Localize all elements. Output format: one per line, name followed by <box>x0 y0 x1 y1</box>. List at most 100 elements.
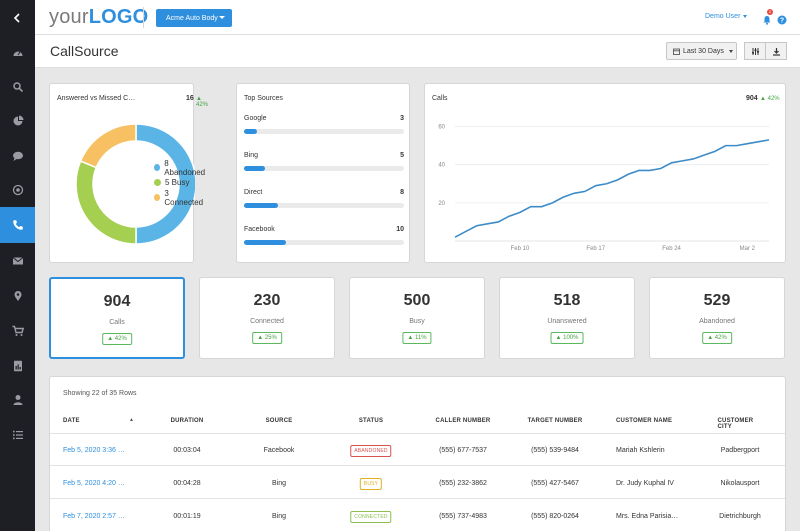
stat-tile-unanswered[interactable]: 518 Unanswered ▲ 100% <box>499 277 635 359</box>
location-pin-icon <box>14 291 21 301</box>
svg-text:?: ? <box>780 18 784 25</box>
header-divider <box>50 433 785 434</box>
target-icon <box>12 184 23 196</box>
sidebar-item-cart[interactable] <box>0 313 35 349</box>
column-header[interactable]: CALLER NUMBER <box>435 418 491 424</box>
stat-value: 529 <box>703 292 731 309</box>
mail-icon <box>12 257 23 265</box>
sidebar-item-list[interactable] <box>0 417 35 453</box>
column-header[interactable]: SOURCE <box>265 418 293 424</box>
column-header[interactable]: STATUS <box>358 418 384 424</box>
calls-line-chart: 20 40 60 Feb 10 Feb 17 Feb 24 Mar 2 <box>438 125 770 252</box>
source-bar-track <box>244 129 404 134</box>
source-item: Direct 8 <box>244 189 404 217</box>
answered-vs-missed-card: Answered vs Missed C… 16 ▲ 42% 8 Abandon… <box>49 83 208 263</box>
source-item: Bing 5 <box>244 152 404 180</box>
stat-tile-calls[interactable]: 904 Calls ▲ 42% <box>49 277 185 359</box>
filter-button[interactable] <box>744 42 766 60</box>
legend-item: 5 Busy <box>154 175 206 190</box>
sidebar-item-dashboard[interactable] <box>0 35 35 71</box>
status-badge: ABANDONED <box>350 445 392 457</box>
sidebar-item-location-pin[interactable] <box>0 278 35 314</box>
notification-badge: 2 <box>767 9 773 15</box>
stat-value: 904 <box>103 293 131 310</box>
source-item: Google 3 <box>244 115 404 143</box>
source-bar-fill <box>244 240 286 245</box>
account-dropdown[interactable]: Acme Auto Body <box>156 9 232 27</box>
calls-series-line <box>454 139 770 238</box>
card-total: 16 <box>186 95 194 102</box>
cart-icon <box>12 325 24 336</box>
stat-delta-badge: ▲ 11% <box>402 332 432 344</box>
pie-chart-icon <box>13 115 23 126</box>
column-header[interactable]: CUSTOMER CITY <box>717 418 754 430</box>
cell-name: Mrs. Edna Parisia… <box>616 513 679 520</box>
sidebar-item-user[interactable] <box>0 382 35 418</box>
divider <box>143 7 144 28</box>
status-badge: BUSY <box>359 478 383 490</box>
stat-label: Busy <box>409 318 425 325</box>
source-name: Google <box>244 115 267 122</box>
cell-date[interactable]: Feb 5, 2020 3:36 … <box>63 447 125 454</box>
notifications-button[interactable]: 2 <box>762 9 773 25</box>
sidebar-item-chevron-left[interactable] <box>0 0 35 36</box>
sidebar-item-chat[interactable] <box>0 138 35 174</box>
calls-chart-card: Calls 904 ▲ 42% 20 40 60 Feb 10 Feb 17 Feb 24… <box>424 83 786 263</box>
card-title: Calls <box>432 95 448 102</box>
sidebar-item-mail[interactable] <box>0 243 35 279</box>
page-title: CallSource <box>50 43 119 59</box>
stat-tile-abandoned[interactable]: 529 Abandoned ▲ 42% <box>649 277 785 359</box>
stat-delta-badge: ▲ 100% <box>550 332 584 344</box>
sidebar-item-pie-chart[interactable] <box>0 103 35 139</box>
sliders-icon <box>751 47 759 55</box>
cell-date[interactable]: Feb 7, 2020 2:57 … <box>63 513 125 520</box>
column-header[interactable]: DATE <box>63 418 80 424</box>
source-bar-fill <box>244 166 265 171</box>
stat-tile-connected[interactable]: 230 Connected ▲ 25% <box>199 277 335 359</box>
download-button[interactable] <box>765 42 787 60</box>
card-total: 904 <box>746 95 758 102</box>
source-value: 5 <box>400 152 404 159</box>
sidebar <box>0 0 35 531</box>
donut-chart <box>75 123 195 245</box>
sidebar-item-search[interactable] <box>0 69 35 105</box>
report-icon <box>13 360 22 372</box>
source-name: Bing <box>244 152 259 159</box>
column-header[interactable]: CUSTOMER NAME <box>616 418 673 424</box>
card-delta: ▲ 42% <box>760 96 780 102</box>
cell-caller: (555) 232-3862 <box>439 480 487 487</box>
list-icon <box>12 430 23 440</box>
page-header: CallSource Last 30 Days <box>35 35 800 68</box>
stat-label: Unanswered <box>547 318 587 325</box>
date-range-label: Last 30 Days <box>683 47 724 55</box>
help-button[interactable]: ? <box>777 12 787 25</box>
date-range-button[interactable]: Last 30 Days <box>666 42 737 60</box>
legend-label: 8 Abandoned <box>164 158 206 177</box>
donut-legend: 8 Abandoned 5 Busy 3 Connected <box>154 158 206 207</box>
donut-slice[interactable] <box>79 123 137 169</box>
column-header[interactable]: DURATION <box>170 418 204 424</box>
sidebar-item-report[interactable] <box>0 348 35 384</box>
donut-slice[interactable] <box>135 123 195 245</box>
cell-date[interactable]: Feb 5, 2020 4:20 … <box>63 480 125 487</box>
sidebar-item-phone[interactable] <box>0 207 35 243</box>
donut-slice[interactable] <box>75 160 137 245</box>
calls-table: Showing 22 of 35 Rows DATE DURATION SOURCE… <box>49 376 786 531</box>
cell-caller: (555) 737-4983 <box>439 513 487 520</box>
sidebar-item-target[interactable] <box>0 172 35 208</box>
search-icon <box>12 82 23 93</box>
cell-name: Dr. Judy Kuphal IV <box>616 480 674 487</box>
dashboard-icon <box>13 51 22 56</box>
user-menu[interactable]: Demo User <box>705 13 748 20</box>
rows-info: Showing 22 of 35 Rows <box>63 390 137 397</box>
stat-delta-badge: ▲ 42% <box>102 333 132 345</box>
stat-tile-busy[interactable]: 500 Busy ▲ 11% <box>349 277 485 359</box>
column-header[interactable]: TARGET NUMBER <box>527 418 583 424</box>
help-icon: ? <box>777 15 787 25</box>
cell-caller: (555) 677-7537 <box>439 447 487 454</box>
legend-item: 3 Connected <box>154 189 206 207</box>
cell-source: Bing <box>271 480 287 487</box>
sort-ascending-icon[interactable]: ▲ <box>129 417 134 423</box>
source-bar-track <box>244 240 404 245</box>
stat-value: 518 <box>553 292 581 309</box>
